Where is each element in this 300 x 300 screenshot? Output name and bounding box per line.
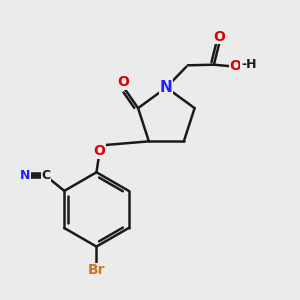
Text: O: O — [93, 144, 105, 158]
Text: C: C — [41, 169, 50, 182]
Text: O: O — [213, 30, 225, 44]
Text: -H: -H — [241, 58, 256, 71]
Text: N: N — [20, 169, 30, 182]
Text: O: O — [230, 59, 241, 73]
Text: O: O — [117, 75, 129, 89]
Text: Br: Br — [88, 263, 105, 278]
Text: N: N — [160, 80, 173, 95]
